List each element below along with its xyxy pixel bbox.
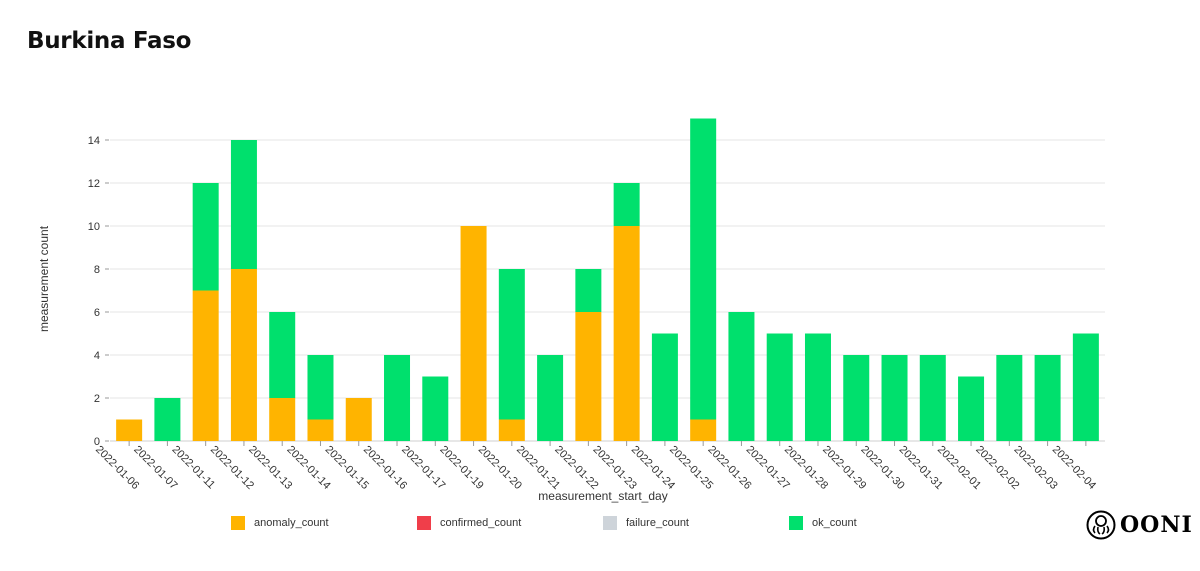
- bar-ok-2022-01-12[interactable]: [230, 140, 257, 269]
- y-axis-title: measurement count: [37, 225, 51, 332]
- bar-ok-2022-01-07[interactable]: [154, 398, 181, 441]
- grid-lines: [110, 139, 1105, 442]
- bar-ok-2022-01-13[interactable]: [269, 312, 296, 398]
- page-title: Burkina Faso: [27, 28, 192, 54]
- y-tick-label: 8: [94, 264, 100, 276]
- bar-anomaly-2022-01-15[interactable]: [345, 398, 372, 441]
- bar-anomaly-2022-01-13[interactable]: [269, 398, 296, 441]
- y-tick-label: 2: [94, 393, 100, 405]
- bar-anomaly-2022-01-23[interactable]: [613, 226, 640, 441]
- y-tick-label: 0: [94, 436, 100, 448]
- bar-anomaly-2022-01-12[interactable]: [230, 269, 257, 441]
- legend-item-ok[interactable]: ok_count: [789, 512, 857, 534]
- bars: [116, 118, 1099, 442]
- legend-label-ok: ok_count: [812, 517, 857, 529]
- stacked-bar-chart: 024681012142022-01-062022-01-072022-01-1…: [37, 118, 1105, 503]
- bar-ok-2022-01-16[interactable]: [384, 355, 411, 441]
- y-tick-label: 4: [94, 350, 100, 362]
- bar-anomaly-2022-01-22[interactable]: [575, 312, 602, 441]
- y-tick-label: 14: [88, 135, 100, 147]
- bar-ok-2022-01-31[interactable]: [919, 355, 946, 441]
- bar-ok-2022-02-02[interactable]: [996, 355, 1023, 441]
- bar-ok-2022-01-26[interactable]: [728, 312, 755, 441]
- x-axis-title: measurement_start_day: [538, 489, 667, 503]
- ooni-octopus-icon: [1086, 510, 1116, 540]
- bar-anomaly-2022-01-14[interactable]: [307, 419, 334, 442]
- logo-text: OONI: [1120, 512, 1193, 538]
- bar-ok-2022-01-30[interactable]: [881, 355, 908, 441]
- bar-anomaly-2022-01-11[interactable]: [192, 290, 219, 442]
- legend-item-anomaly[interactable]: anomaly_count: [231, 512, 329, 534]
- bar-anomaly-2022-01-25[interactable]: [690, 419, 717, 442]
- bar-ok-2022-01-20[interactable]: [498, 269, 525, 420]
- legend: anomaly_count confirmed_count failure_co…: [0, 512, 1200, 536]
- y-tick-label: 6: [94, 307, 100, 319]
- legend-label-failure: failure_count: [626, 517, 689, 529]
- legend-swatch-failure: [603, 516, 617, 530]
- bar-ok-2022-01-25[interactable]: [690, 118, 717, 420]
- bar-ok-2022-02-03[interactable]: [1034, 355, 1061, 441]
- bar-ok-2022-02-04[interactable]: [1072, 333, 1099, 442]
- legend-item-failure[interactable]: failure_count: [603, 512, 689, 534]
- bar-ok-2022-01-23[interactable]: [613, 183, 640, 226]
- legend-label-anomaly: anomaly_count: [254, 517, 329, 529]
- legend-swatch-ok: [789, 516, 803, 530]
- y-tick-label: 12: [88, 178, 100, 190]
- bar-ok-2022-01-22[interactable]: [575, 269, 602, 312]
- legend-item-confirmed[interactable]: confirmed_count: [417, 512, 521, 534]
- bar-ok-2022-01-27[interactable]: [766, 333, 793, 442]
- legend-label-confirmed: confirmed_count: [440, 517, 522, 529]
- legend-swatch-anomaly: [231, 516, 245, 530]
- bar-anomaly-2022-01-20[interactable]: [498, 419, 525, 442]
- bar-ok-2022-01-11[interactable]: [192, 183, 219, 291]
- ooni-logo[interactable]: OONI: [1086, 510, 1193, 540]
- bar-ok-2022-01-21[interactable]: [537, 355, 564, 441]
- bar-anomaly-2022-01-19[interactable]: [460, 226, 487, 441]
- y-tick-label: 10: [88, 221, 100, 233]
- bar-ok-2022-01-17[interactable]: [422, 376, 449, 442]
- bar-ok-2022-01-14[interactable]: [307, 355, 334, 420]
- bar-ok-2022-01-28[interactable]: [804, 333, 831, 442]
- bar-ok-2022-02-01[interactable]: [958, 376, 985, 442]
- bar-ok-2022-01-29[interactable]: [843, 355, 870, 441]
- bar-anomaly-2022-01-06[interactable]: [116, 419, 143, 442]
- legend-swatch-confirmed: [417, 516, 431, 530]
- bar-ok-2022-01-24[interactable]: [651, 333, 678, 442]
